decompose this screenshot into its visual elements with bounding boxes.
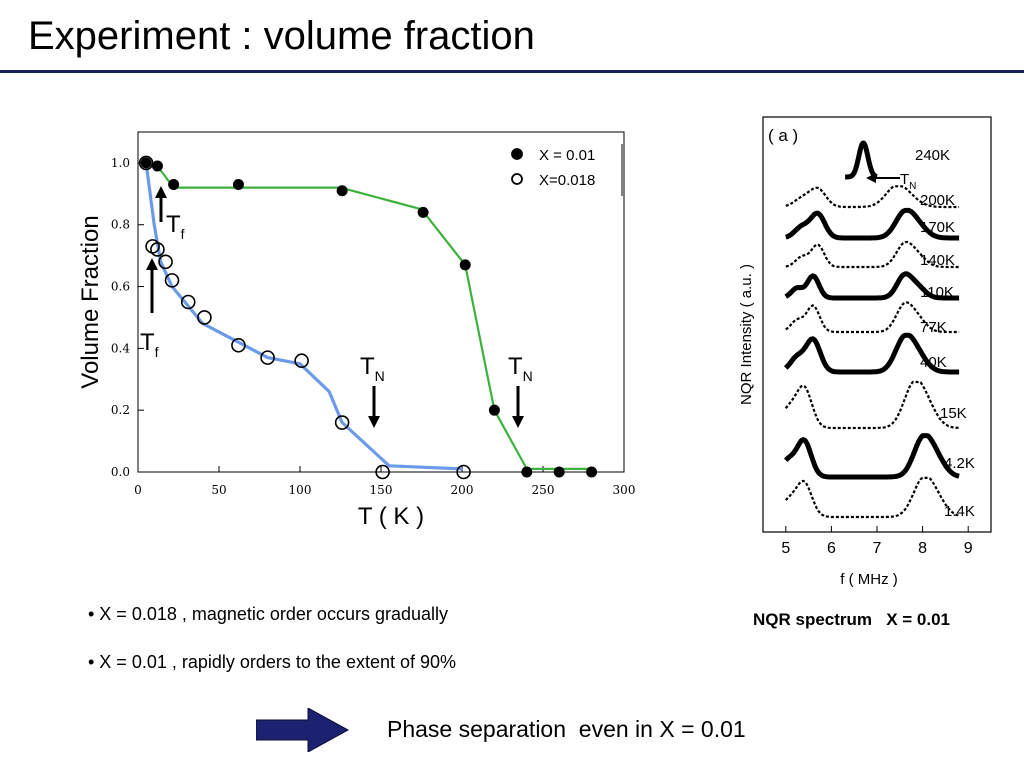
annotation-arrow-head — [512, 416, 524, 428]
data-point-x001 — [553, 466, 565, 478]
y-tick-label: 0.0 — [111, 465, 130, 479]
annotation-arrow-head — [146, 258, 158, 270]
x-tick-label: 300 — [613, 483, 636, 497]
nqr-caption: NQR spectrum X = 0.01 — [753, 610, 950, 629]
data-point-x0018 — [231, 337, 246, 353]
tn-arrow-head — [866, 173, 876, 183]
data-point-x0018 — [158, 254, 173, 270]
data-point-x0018 — [197, 310, 212, 325]
annotation-subscript: f — [155, 344, 159, 360]
temperature-label: 200K — [920, 192, 955, 209]
data-point-x0018 — [294, 353, 309, 369]
legend-label: X = 0.01 — [539, 147, 595, 164]
annotation-subscript: N — [523, 368, 533, 384]
y-axis-label: NQR Intensity ( a.u. ) — [738, 264, 755, 405]
annotation-subscript: N — [375, 368, 385, 384]
spectrum-trace-4p2k — [783, 433, 960, 480]
data-point-x0018 — [180, 294, 196, 310]
spectrum-trace-110k — [784, 271, 960, 301]
annotation-label-tf: Tf — [140, 329, 159, 360]
data-point-x001 — [459, 259, 471, 271]
bullet-gradual-order: • X = 0.018 , magnetic order occurs grad… — [88, 604, 448, 624]
x-tick-label: 9 — [964, 540, 973, 557]
temperature-label: 240K — [915, 147, 950, 164]
annotation-arrow-head — [155, 186, 167, 198]
annotation-arrow-head — [368, 416, 380, 428]
spectrum-trace-170k — [785, 207, 960, 241]
temperature-label: 40K — [920, 354, 947, 371]
data-point-x0018 — [260, 350, 275, 365]
fit-line-x0018 — [144, 162, 463, 471]
x-tick-label: 50 — [211, 483, 226, 497]
x-tick-label: 8 — [918, 540, 927, 557]
y-axis-label: Volume Fraction — [77, 215, 104, 388]
data-point-x001 — [140, 157, 152, 169]
data-point-x0018 — [164, 273, 180, 288]
spectrum-trace-15k — [784, 380, 960, 430]
annotation-subscript: f — [181, 226, 185, 242]
data-point-x001 — [151, 160, 163, 172]
data-point-x001 — [336, 185, 348, 197]
legend-marker-filled — [511, 148, 523, 160]
temperature-label: 15K — [940, 405, 967, 422]
data-point-x0018 — [150, 242, 165, 257]
right-arrow-icon — [256, 708, 350, 752]
data-point-x001 — [417, 206, 429, 218]
annotation-label-tn: TN — [508, 353, 533, 384]
annotation-label-tn: TN — [360, 353, 385, 384]
temperature-label: 77K — [920, 319, 947, 336]
spectrum-trace-77k — [785, 301, 960, 334]
x-tick-label: 100 — [289, 483, 312, 497]
x-tick-label: 7 — [873, 540, 882, 557]
legend-label: X=0.018 — [539, 172, 595, 189]
spectrum-trace-200k — [785, 185, 960, 209]
spectrum-trace-240k — [842, 140, 880, 180]
x-tick-label: 6 — [827, 540, 836, 557]
y-tick-label: 0.2 — [111, 403, 130, 417]
temperature-label: 1.4K — [944, 503, 975, 520]
x-tick-label: 250 — [532, 483, 555, 497]
data-point-x0018 — [456, 464, 471, 480]
x-tick-label: 0 — [134, 483, 142, 497]
y-tick-label: 0.6 — [111, 280, 130, 294]
data-point-x001 — [488, 404, 500, 416]
data-point-x001 — [521, 466, 533, 478]
temperature-label: 170K — [920, 219, 955, 236]
legend-marker-open — [511, 173, 523, 185]
temperature-label: 110K — [920, 284, 954, 301]
volume-fraction-plot: 0 50 100 150 200 250 300 0.0 0.2 0.4 0.6 0.8 1.0 T ( … — [77, 131, 636, 530]
title-divider — [0, 70, 1024, 73]
spectrum-trace-140k — [785, 240, 960, 269]
x-axis-label: T ( K ) — [358, 503, 424, 530]
spectrum-trace-40k — [783, 332, 960, 375]
y-tick-label: 0.4 — [111, 341, 130, 355]
x-tick-label: 5 — [781, 540, 790, 557]
x-tick-label: 200 — [451, 483, 474, 497]
x-axis-label: f ( MHz ) — [840, 571, 898, 588]
nqr-spectrum-plot: 5 6 7 8 9 f ( MHz ) NQR Intensity ( a.u. ) ( a … — [738, 116, 992, 588]
data-point-x0018 — [334, 415, 350, 430]
data-point-x0018 — [138, 155, 154, 171]
data-point-x001 — [232, 179, 244, 191]
spectrum-trace-1p4k — [784, 476, 960, 519]
annotation-label-tf: Tf — [166, 211, 185, 242]
temperature-label: 4.2K — [944, 455, 975, 472]
data-point-x001 — [168, 179, 180, 191]
y-tick-label: 0.8 — [111, 218, 130, 232]
tn-subscript: N — [909, 181, 916, 192]
data-point-x001 — [586, 466, 598, 478]
panel-label: ( a ) — [768, 126, 798, 145]
x-tick-label: 150 — [370, 483, 393, 497]
bullet-rapid-order: • X = 0.01 , rapidly orders to the exten… — [88, 652, 457, 672]
fit-line-x001 — [145, 161, 592, 470]
spectrum-frame — [762, 116, 992, 533]
slide-title: Experiment : volume fraction — [28, 14, 535, 58]
y-tick-label: 1.0 — [111, 156, 130, 170]
data-point-x0018 — [375, 464, 390, 480]
temperature-label: 140K — [920, 252, 955, 269]
conclusion-text: Phase separation even in X = 0.01 — [387, 716, 746, 742]
